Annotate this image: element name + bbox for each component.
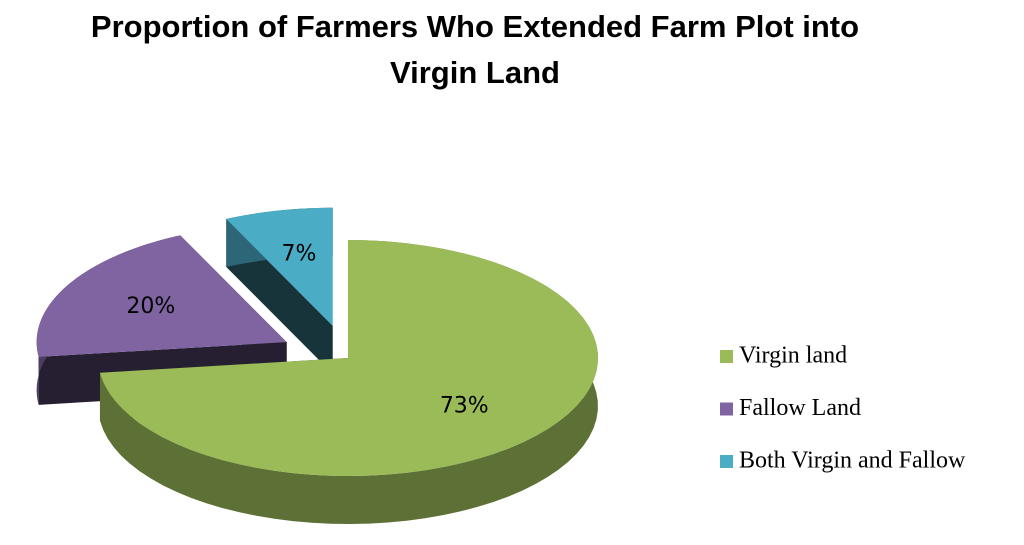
legend-label: Fallow Land xyxy=(739,395,861,421)
legend-label: Virgin land xyxy=(739,343,847,369)
slice: 7% xyxy=(226,207,333,374)
pie-slice xyxy=(36,235,287,357)
legend-label: Both Virgin and Fallow xyxy=(739,448,966,474)
chart-title: Proportion of Farmers Who Extended Farm … xyxy=(90,9,860,90)
legend-swatch xyxy=(720,350,733,363)
slice: 73% xyxy=(99,240,599,524)
pie-slice xyxy=(226,207,333,326)
pie-slice xyxy=(99,240,599,476)
legend-swatch xyxy=(720,455,733,468)
data-label: 20% xyxy=(126,294,175,319)
data-label: 73% xyxy=(440,393,489,418)
legend-swatch xyxy=(720,402,733,416)
data-label: 7% xyxy=(281,241,316,266)
